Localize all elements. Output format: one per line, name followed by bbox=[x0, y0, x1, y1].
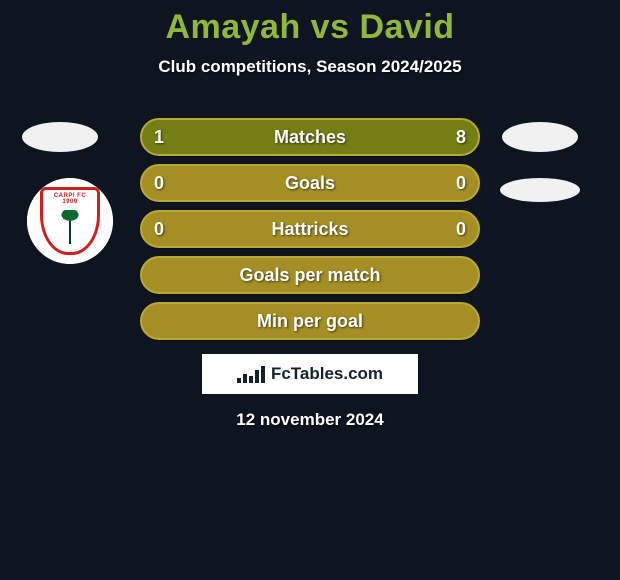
stat-row-goals-per-match: Goals per match bbox=[140, 256, 480, 294]
stat-row-goals: Goals00 bbox=[140, 164, 480, 202]
title: Amayah vs David bbox=[0, 0, 620, 47]
subtitle: Club competitions, Season 2024/2025 bbox=[0, 57, 620, 77]
avatar-right2 bbox=[500, 178, 580, 202]
date-text: 12 november 2024 bbox=[0, 410, 620, 430]
stat-row-min-per-goal: Min per goal bbox=[140, 302, 480, 340]
club-logo-text: CARPI FC 1909 bbox=[46, 193, 94, 205]
stat-row-matches: Matches18 bbox=[140, 118, 480, 156]
stat-bar bbox=[140, 164, 480, 202]
stat-fill-left bbox=[142, 120, 179, 154]
bars-icon bbox=[237, 365, 265, 383]
stat-bar bbox=[140, 118, 480, 156]
title-player1: Amayah bbox=[165, 8, 300, 46]
title-player2: David bbox=[359, 8, 454, 46]
stat-row-hattricks: Hattricks00 bbox=[140, 210, 480, 248]
avatar-left bbox=[22, 122, 98, 152]
avatar-right bbox=[502, 122, 578, 152]
stat-fill-right bbox=[179, 120, 478, 154]
title-vs: vs bbox=[311, 8, 350, 46]
club-logo-shield: CARPI FC 1909 bbox=[40, 187, 100, 255]
fctables-label: FcTables.com bbox=[271, 364, 383, 384]
club-logo-left: CARPI FC 1909 bbox=[27, 178, 113, 264]
stats-bars: Matches18 Goals00 Hattricks00 Goals per mat… bbox=[140, 118, 480, 348]
stat-bar bbox=[140, 256, 480, 294]
stat-bar bbox=[140, 302, 480, 340]
fctables-badge: FcTables.com bbox=[202, 354, 418, 394]
stat-bar bbox=[140, 210, 480, 248]
